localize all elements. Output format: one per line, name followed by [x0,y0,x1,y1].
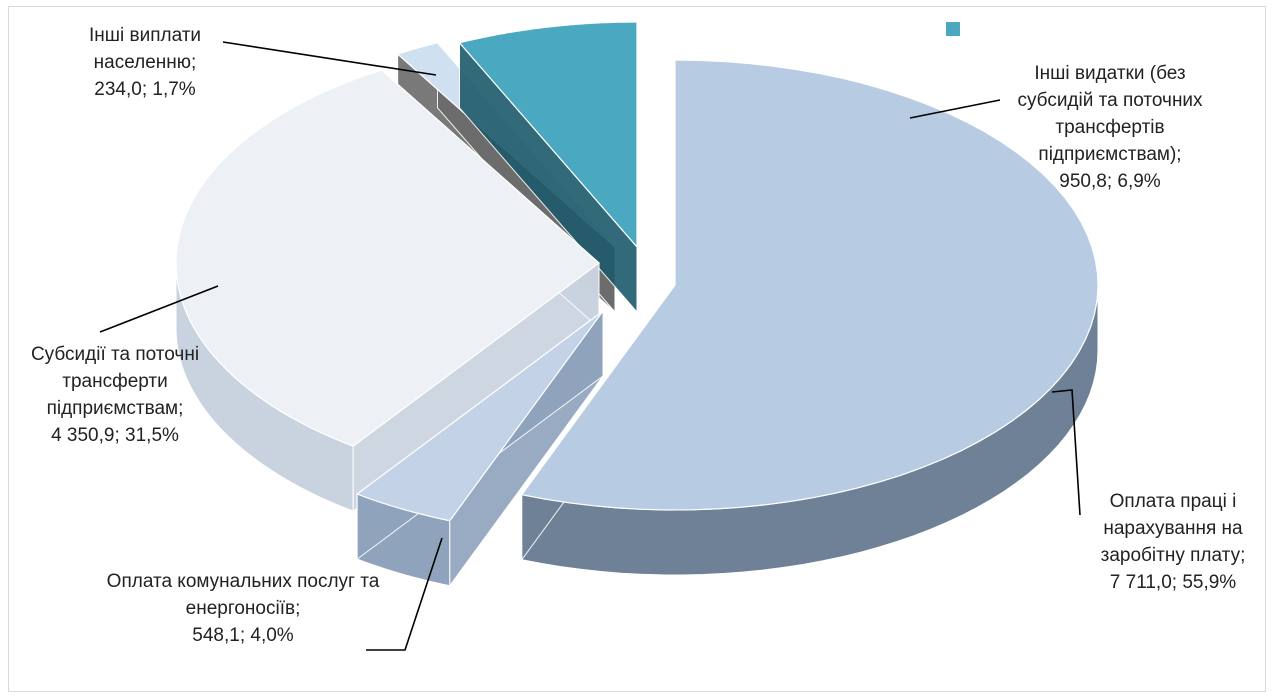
label-other-expenses: Інші видатки (без субсидій та поточних т… [1017,63,1203,192]
leader-wages [1051,389,1081,516]
label-wages: Оплата праці і нарахування на заробітну … [1100,491,1246,593]
legend-swatch [946,22,960,36]
slice-wages [520,59,1099,576]
label-other-payments: Інші виплати населенню; 234,0; 1,7% [88,25,202,100]
label-utilities: Оплата комунальних послуг та енергоносії… [106,571,380,646]
leader-utilities [366,537,443,651]
label-subsidies: Субсидії та поточні трансферти підприємс… [30,344,200,446]
leader-other-payments [222,41,437,76]
leader-other-expenses [909,99,1001,119]
slice-utilities [355,309,604,588]
leader-subsidies [99,285,219,333]
slice-subsidies [175,68,600,513]
slice-other-expenses [458,21,638,314]
